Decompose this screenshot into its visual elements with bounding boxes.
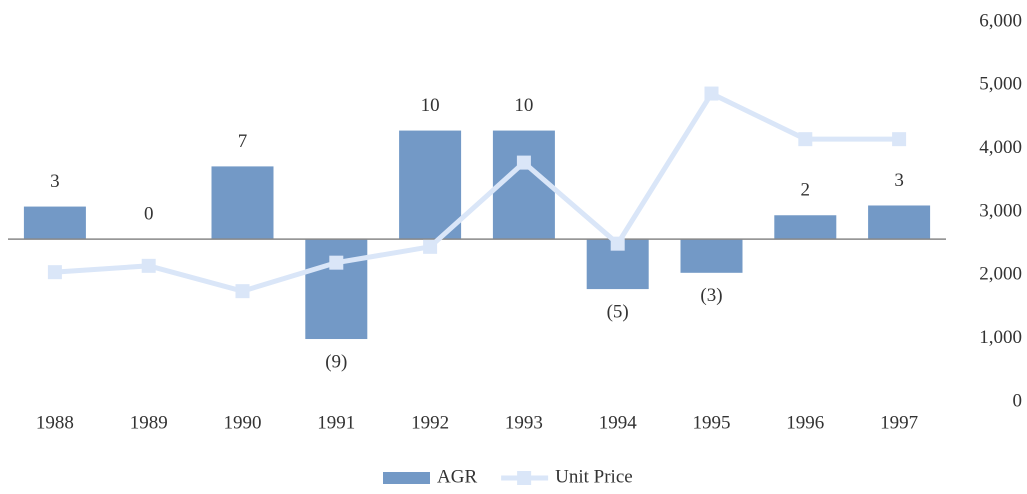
data-label: 3 — [50, 171, 60, 192]
line-marker — [47, 265, 62, 280]
line-marker — [423, 239, 438, 254]
x-tick-label: 1994 — [599, 412, 638, 433]
data-label: 3 — [894, 170, 904, 191]
line-marker — [798, 132, 813, 147]
legend-swatch — [517, 471, 532, 485]
x-tick-label: 1990 — [224, 412, 262, 433]
bar — [399, 130, 462, 240]
x-tick-label: 1988 — [36, 412, 74, 433]
data-label: 0 — [144, 204, 154, 225]
data-label: (9) — [325, 351, 347, 372]
legend-label: Unit Price — [555, 466, 633, 487]
line-marker — [704, 86, 719, 101]
data-label: 10 — [421, 95, 440, 116]
x-tick-label: 1997 — [880, 412, 918, 433]
y2-tick-label: 6,000 — [979, 10, 1022, 31]
y2-tick-label: 0 — [1013, 390, 1023, 411]
bar — [492, 130, 555, 240]
y2-tick-label: 5,000 — [979, 74, 1022, 95]
x-tick-label: 1989 — [130, 412, 168, 433]
x-tick-label: 1996 — [786, 412, 824, 433]
x-tick-label: 1995 — [693, 412, 731, 433]
x-tick-label: 1992 — [411, 412, 449, 433]
bar — [211, 166, 274, 240]
data-label: (3) — [700, 285, 722, 306]
x-tick-label: 1993 — [505, 412, 543, 433]
legend-swatch — [383, 472, 430, 484]
y2-tick-label: 3,000 — [979, 200, 1022, 221]
bar — [868, 205, 931, 240]
bar — [680, 239, 743, 273]
line-marker — [235, 284, 250, 299]
data-label: 10 — [514, 95, 533, 116]
data-label: 7 — [238, 131, 248, 152]
bar — [305, 239, 368, 340]
line-marker — [141, 258, 156, 273]
y2-tick-label: 4,000 — [979, 137, 1022, 158]
x-tick-label: 1991 — [317, 412, 355, 433]
bar — [774, 215, 837, 240]
legend-label: AGR — [437, 466, 477, 487]
data-label: (5) — [607, 301, 629, 322]
data-label: 2 — [801, 180, 811, 201]
line-marker — [516, 155, 531, 170]
bar — [23, 206, 86, 240]
line-marker — [892, 132, 907, 147]
line-marker — [610, 236, 625, 251]
y2-tick-label: 1,000 — [979, 327, 1022, 348]
line-marker — [329, 255, 344, 270]
line-series — [54, 90, 900, 294]
y2-tick-label: 2,000 — [979, 264, 1022, 285]
